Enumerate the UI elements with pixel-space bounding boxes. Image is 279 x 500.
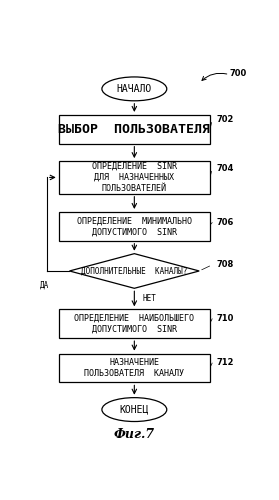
- Text: ДОПОЛНИТЕЛЬНЫЕ  КАНАЛЫ?: ДОПОЛНИТЕЛЬНЫЕ КАНАЛЫ?: [81, 266, 187, 276]
- Text: ОПРЕДЕЛЕНИЕ  SINR
ДЛЯ  НАЗНАЧЕННЫХ
ПОЛЬЗОВАТЕЛЕЙ: ОПРЕДЕЛЕНИЕ SINR ДЛЯ НАЗНАЧЕННЫХ ПОЛЬЗОВ…: [92, 162, 177, 193]
- Text: 712: 712: [217, 358, 234, 368]
- Ellipse shape: [102, 77, 167, 101]
- Text: ОПРЕДЕЛЕНИЕ  НАИБОЛЬШЕГО
ДОПУСТИМОГО  SINR: ОПРЕДЕЛЕНИЕ НАИБОЛЬШЕГО ДОПУСТИМОГО SINR: [74, 314, 194, 334]
- Text: ДА: ДА: [40, 280, 49, 289]
- Text: ОПРЕДЕЛЕНИЕ  МИНИМАЛЬНО
ДОПУСТИМОГО  SINR: ОПРЕДЕЛЕНИЕ МИНИМАЛЬНО ДОПУСТИМОГО SINR: [77, 216, 192, 236]
- Bar: [59, 310, 210, 338]
- Text: 704: 704: [217, 164, 234, 173]
- Text: 702: 702: [217, 115, 234, 124]
- Bar: [59, 212, 210, 241]
- Text: 706: 706: [217, 218, 234, 227]
- Text: НАЧАЛО: НАЧАЛО: [117, 84, 152, 94]
- Text: 708: 708: [217, 260, 234, 270]
- Text: 710: 710: [217, 314, 234, 323]
- Text: ВЫБОР  ПОЛЬЗОВАТЕЛЯ: ВЫБОР ПОЛЬЗОВАТЕЛЯ: [58, 123, 210, 136]
- Bar: [59, 115, 210, 143]
- Text: НЕТ: НЕТ: [143, 294, 157, 304]
- Text: НАЗНАЧЕНИЕ
ПОЛЬЗОВАТЕЛЯ  КАНАЛУ: НАЗНАЧЕНИЕ ПОЛЬЗОВАТЕЛЯ КАНАЛУ: [84, 358, 184, 378]
- Bar: [59, 161, 210, 194]
- Ellipse shape: [102, 398, 167, 421]
- Text: КОНЕЦ: КОНЕЦ: [120, 404, 149, 414]
- Text: Фиг.7: Фиг.7: [114, 428, 155, 442]
- Text: 700: 700: [229, 69, 247, 78]
- Polygon shape: [69, 254, 199, 288]
- Bar: [59, 354, 210, 382]
